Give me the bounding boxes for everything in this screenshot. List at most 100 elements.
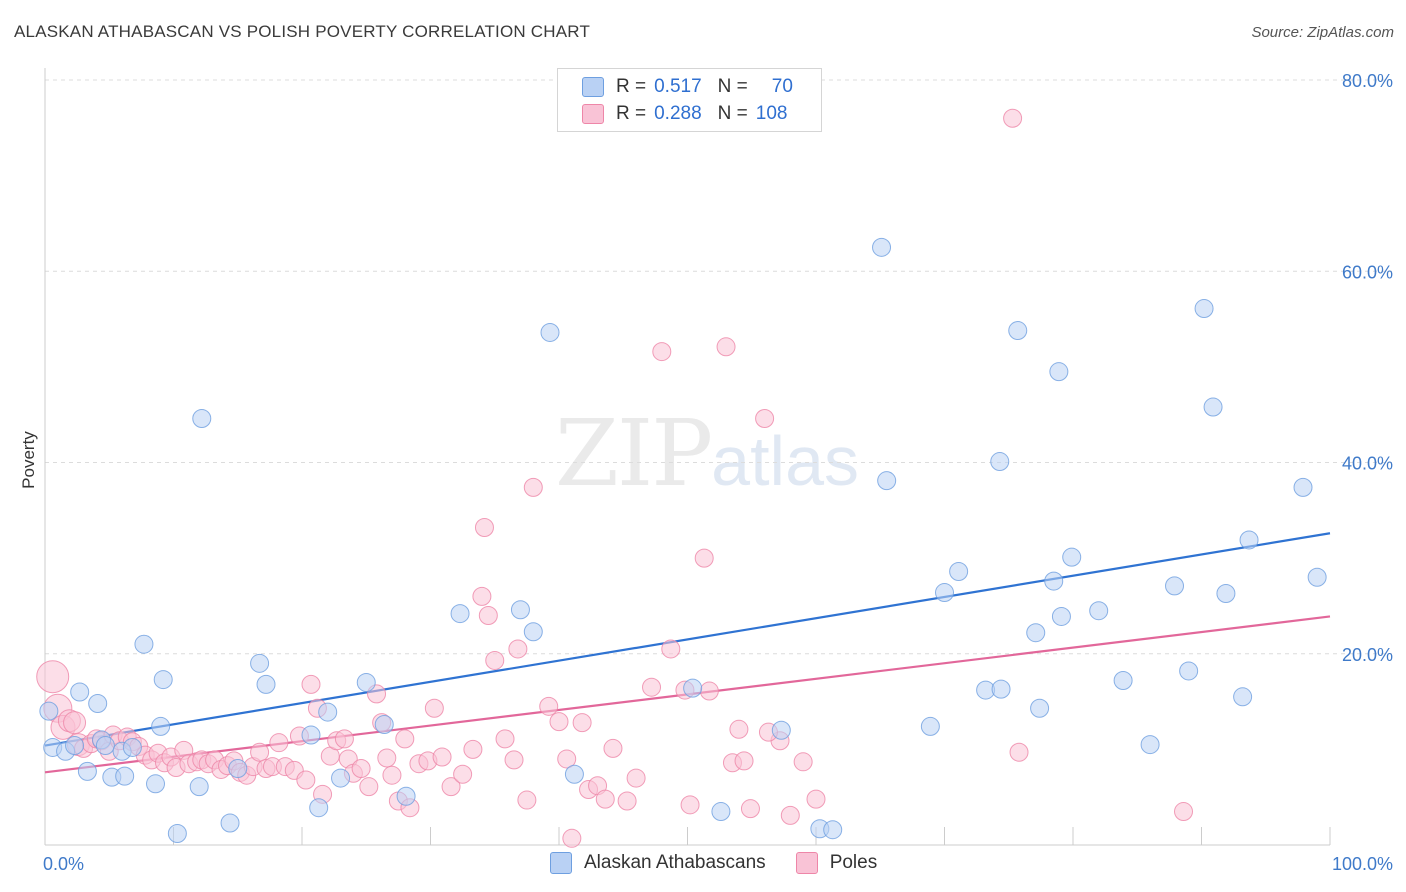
poles-point [472, 586, 492, 606]
athabascan-point [356, 672, 376, 692]
gridlines [45, 79, 1392, 655]
athabascan-point [301, 725, 321, 745]
trend-lines [44, 532, 1331, 774]
athabascan-point [1049, 362, 1069, 382]
poles-point [562, 828, 582, 848]
poles-point [485, 650, 505, 670]
athabascan-point [95, 736, 115, 756]
athabascan-point [872, 237, 892, 257]
poles-point [549, 712, 569, 732]
athabascan-point [192, 409, 212, 429]
athabascan-point [920, 716, 940, 736]
athabascan-point [877, 471, 897, 491]
poles-point [626, 768, 646, 788]
athabascan-point [189, 777, 209, 797]
y-tick-label: 60.0% [1342, 262, 1393, 282]
legend-swatch-poles [795, 852, 818, 874]
athabascan-point [771, 720, 791, 740]
poles-point [572, 713, 592, 733]
athabascan-point [450, 604, 470, 624]
athabascan-point [146, 774, 166, 794]
athabascan-point [1044, 571, 1064, 591]
poles-point [432, 747, 452, 767]
athabascan-point [374, 715, 394, 735]
poles-point [652, 342, 672, 362]
x-tick-label: 100.0% [1332, 854, 1393, 874]
athabascan-point [510, 600, 530, 620]
poles-point [1174, 802, 1194, 822]
y-tick-label: 20.0% [1342, 645, 1393, 665]
athabascan-point [1089, 601, 1109, 621]
legend-r-value: 0.517 [654, 76, 702, 97]
athabascan-point [1194, 299, 1214, 319]
athabascan-point [88, 693, 108, 713]
poles-point [382, 765, 402, 785]
athabascan-point [65, 736, 85, 756]
athabascan-point [823, 820, 843, 840]
athabascan-point [250, 653, 270, 673]
poles-point [296, 770, 316, 790]
poles-point [729, 719, 749, 739]
athabascan-point [1026, 623, 1046, 643]
athabascan-point [1203, 397, 1223, 417]
athabascan-point [167, 824, 187, 844]
athabascan-point [683, 678, 703, 698]
athabascan-point [949, 562, 969, 582]
athabascan-point [540, 322, 560, 342]
athabascan-point [564, 764, 584, 784]
athabascan-point [256, 674, 276, 694]
athabascan-point [1239, 530, 1259, 550]
correlation-legend: R = 0.517 N = 70 R = 0.288 N = 108 [557, 68, 822, 132]
poles-point [441, 777, 461, 797]
poles-point [694, 548, 714, 568]
poles-point [755, 409, 775, 429]
athabascan-point [523, 622, 543, 642]
poles-point [661, 639, 681, 659]
data-points [36, 108, 1327, 848]
poles-point [504, 750, 524, 770]
poles-point [359, 777, 379, 797]
legend-n-label: N = [717, 103, 748, 124]
poles-point [539, 696, 559, 716]
y-axis-title: Poverty [19, 431, 38, 489]
series-points [39, 237, 1327, 844]
athabascan-point [711, 802, 731, 822]
athabascan-point [77, 761, 97, 781]
legend-n-value: 108 [755, 103, 788, 124]
legend-r-label: R = [616, 103, 647, 124]
tick-labels: 20.0% 40.0% 60.0% 80.0% 0.0% 100.0% Poverty [19, 71, 1393, 874]
poles-point [334, 729, 354, 749]
poles-point [680, 795, 700, 815]
poles-point [395, 729, 415, 749]
poles-point [595, 789, 615, 809]
legend-swatch-athabascan [582, 77, 604, 97]
poles-point [1003, 108, 1023, 128]
athabascan-point [70, 682, 90, 702]
legend-item-poles: Poles [795, 852, 878, 874]
athabascan-point [115, 766, 135, 786]
poles-point [269, 733, 289, 753]
athabascan-trend-line [44, 532, 1331, 747]
athabascan-point [331, 768, 351, 788]
poles-point [716, 337, 736, 357]
athabascan-point [1051, 606, 1071, 626]
series-legend: Alaskan Athabascans Poles [550, 852, 907, 874]
athabascan-point [1179, 661, 1199, 681]
athabascan-point [1233, 687, 1253, 707]
poles-point [424, 698, 444, 718]
legend-label-poles: Poles [829, 852, 878, 873]
poles-point [495, 729, 515, 749]
y-tick-label: 40.0% [1342, 454, 1393, 474]
poles-point [603, 738, 623, 758]
axes [44, 68, 1331, 846]
poles-point [793, 752, 813, 772]
athabascan-point [396, 786, 416, 806]
poles-point [474, 518, 494, 538]
poles-point [377, 748, 397, 768]
athabascan-point [1293, 477, 1313, 497]
poles-point [523, 477, 543, 497]
legend-swatch-poles [582, 104, 604, 124]
poles-point [1009, 742, 1029, 762]
poles-point [806, 789, 826, 809]
